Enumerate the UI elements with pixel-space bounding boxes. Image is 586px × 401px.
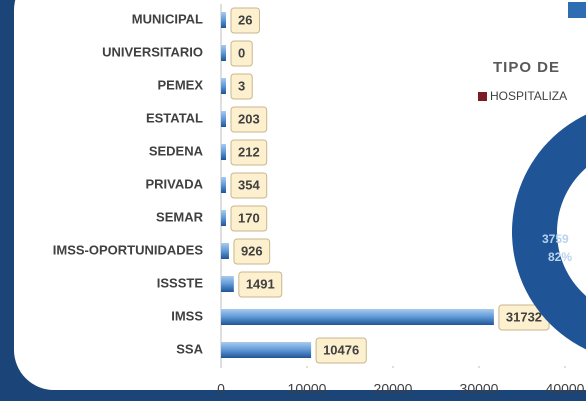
value-box — [230, 7, 260, 34]
category-label: PRIVADA — [145, 176, 203, 191]
value-label: 170 — [238, 210, 260, 225]
pie-title: TIPO DE — [493, 59, 560, 76]
category-label: ISSSTE — [157, 275, 204, 290]
bar — [221, 78, 226, 94]
x-tick-label: 0 — [217, 381, 225, 397]
bar — [221, 243, 229, 259]
bar — [221, 177, 226, 193]
icon — [568, 2, 586, 18]
segment-value: 3759 — [542, 232, 569, 246]
value-box — [230, 40, 253, 67]
value-box — [230, 172, 268, 199]
category-label: SSA — [176, 341, 203, 356]
value-box — [315, 337, 367, 364]
category-label: SEMAR — [156, 209, 204, 224]
category-label: IMSS-OPORTUNIDADES — [53, 242, 204, 257]
category-label: ESTATAL — [146, 110, 203, 125]
value-label: 31732 — [506, 309, 542, 324]
value-box — [230, 106, 268, 133]
segment-percent: 82% — [548, 250, 572, 264]
value-box — [233, 238, 271, 265]
value-label: 10476 — [323, 342, 359, 357]
panel — [14, 0, 586, 390]
bar — [221, 342, 312, 358]
value-label: 1491 — [246, 276, 275, 291]
category-label: PEMEX — [157, 77, 203, 92]
x-tick-label: 40000 — [546, 381, 585, 397]
value-box — [230, 73, 253, 100]
value-label: 3 — [238, 78, 245, 93]
bar — [221, 144, 226, 160]
value-label: 0 — [238, 45, 245, 60]
legend-label: HOSPITALIZA — [490, 89, 567, 103]
legend-swatch — [478, 92, 487, 101]
value-box — [238, 271, 283, 298]
value-label: 212 — [238, 144, 260, 159]
category-label: SEDENA — [149, 143, 204, 158]
bar — [221, 210, 226, 226]
category-label: UNIVERSITARIO — [102, 44, 203, 59]
x-tick-label: 10000 — [288, 381, 327, 397]
x-tick-label: 20000 — [374, 381, 413, 397]
bar — [221, 276, 234, 292]
value-box — [230, 205, 268, 232]
bar — [221, 111, 226, 127]
category-label: IMSS — [171, 308, 203, 323]
x-tick-label: 30000 — [460, 381, 499, 397]
value-box — [230, 139, 268, 166]
bar — [221, 309, 494, 325]
bar — [221, 12, 226, 28]
value-label: 926 — [241, 243, 263, 258]
value-label: 354 — [238, 177, 260, 192]
category-label: MUNICIPAL — [132, 11, 203, 26]
value-label: 26 — [238, 12, 252, 27]
bar — [221, 45, 226, 61]
donut-segment — [512, 114, 586, 350]
value-label: 203 — [238, 111, 260, 126]
